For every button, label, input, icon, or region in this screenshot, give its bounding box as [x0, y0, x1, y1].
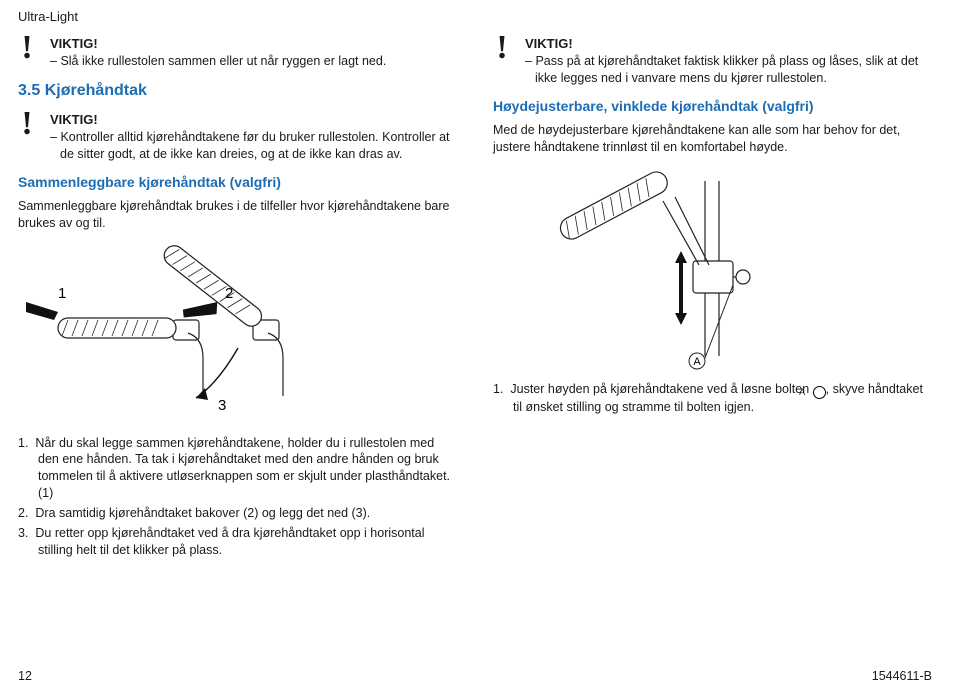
paragraph: Sammenleggbare kjørehåndtak brukes i de …: [18, 198, 457, 232]
subheading: Høydejusterbare, vinklede kjørehåndtak (…: [493, 97, 932, 116]
step-item: 1. Når du skal legge sammen kjørehåndtak…: [18, 435, 457, 503]
fig-label-2: 2: [225, 285, 233, 302]
page-footer: 12 1544611-B: [18, 668, 932, 685]
exclamation-icon: !: [493, 34, 511, 63]
circled-letter-a: A: [813, 386, 826, 399]
figure-foldable-handles: 1 2: [18, 238, 457, 413]
notice-block: ! VIKTIG! Slå ikke rullestolen sammen el…: [18, 34, 457, 70]
notice-heading: VIKTIG!: [525, 35, 932, 53]
notice-heading: VIKTIG!: [50, 111, 457, 129]
notice-text: Pass på at kjørehåndtaket faktisk klikke…: [525, 53, 932, 87]
step-item: 3. Du retter opp kjørehåndtaket ved å dr…: [18, 525, 457, 559]
exclamation-icon: !: [18, 34, 36, 63]
notice-heading: VIKTIG!: [50, 35, 457, 53]
doc-number: 1544611-B: [872, 668, 932, 685]
exclamation-icon: !: [18, 110, 36, 139]
notice-block: ! VIKTIG! Kontroller alltid kjørehåndtak…: [18, 110, 457, 163]
step-item: 2. Dra samtidig kjørehåndtaket bakover (…: [18, 505, 457, 522]
fig-label-a: A: [693, 356, 701, 368]
foldable-handle-svg: 1 2: [18, 238, 318, 413]
notice-block: ! VIKTIG! Pass på at kjørehåndtaket fakt…: [493, 34, 932, 87]
paragraph: Med de høydejusterbare kjørehåndtakene k…: [493, 122, 932, 156]
notice-body: VIKTIG! Slå ikke rullestolen sammen elle…: [50, 34, 457, 70]
fig-label-3: 3: [218, 397, 226, 413]
notice-text: Slå ikke rullestolen sammen eller ut når…: [50, 53, 457, 70]
fig-label-1: 1: [58, 285, 66, 302]
product-name: Ultra-Light: [18, 8, 932, 26]
height-adjust-svg: A: [493, 161, 793, 371]
step-item: 1. Juster høyden på kjørehåndtakene ved …: [493, 381, 932, 415]
right-column: ! VIKTIG! Pass på at kjørehåndtaket fakt…: [493, 34, 932, 562]
section-heading: 3.5 Kjørehåndtak: [18, 80, 457, 102]
subheading: Sammenleggbare kjørehåndtak (valgfri): [18, 173, 457, 192]
figure-height-adjust: A: [493, 161, 932, 371]
content-columns: ! VIKTIG! Slå ikke rullestolen sammen el…: [18, 34, 932, 562]
notice-body: VIKTIG! Pass på at kjørehåndtaket faktis…: [525, 34, 932, 87]
notice-text: Kontroller alltid kjørehåndtakene før du…: [50, 129, 457, 163]
notice-body: VIKTIG! Kontroller alltid kjørehåndtaken…: [50, 110, 457, 163]
page-number: 12: [18, 668, 32, 685]
left-column: ! VIKTIG! Slå ikke rullestolen sammen el…: [18, 34, 457, 562]
